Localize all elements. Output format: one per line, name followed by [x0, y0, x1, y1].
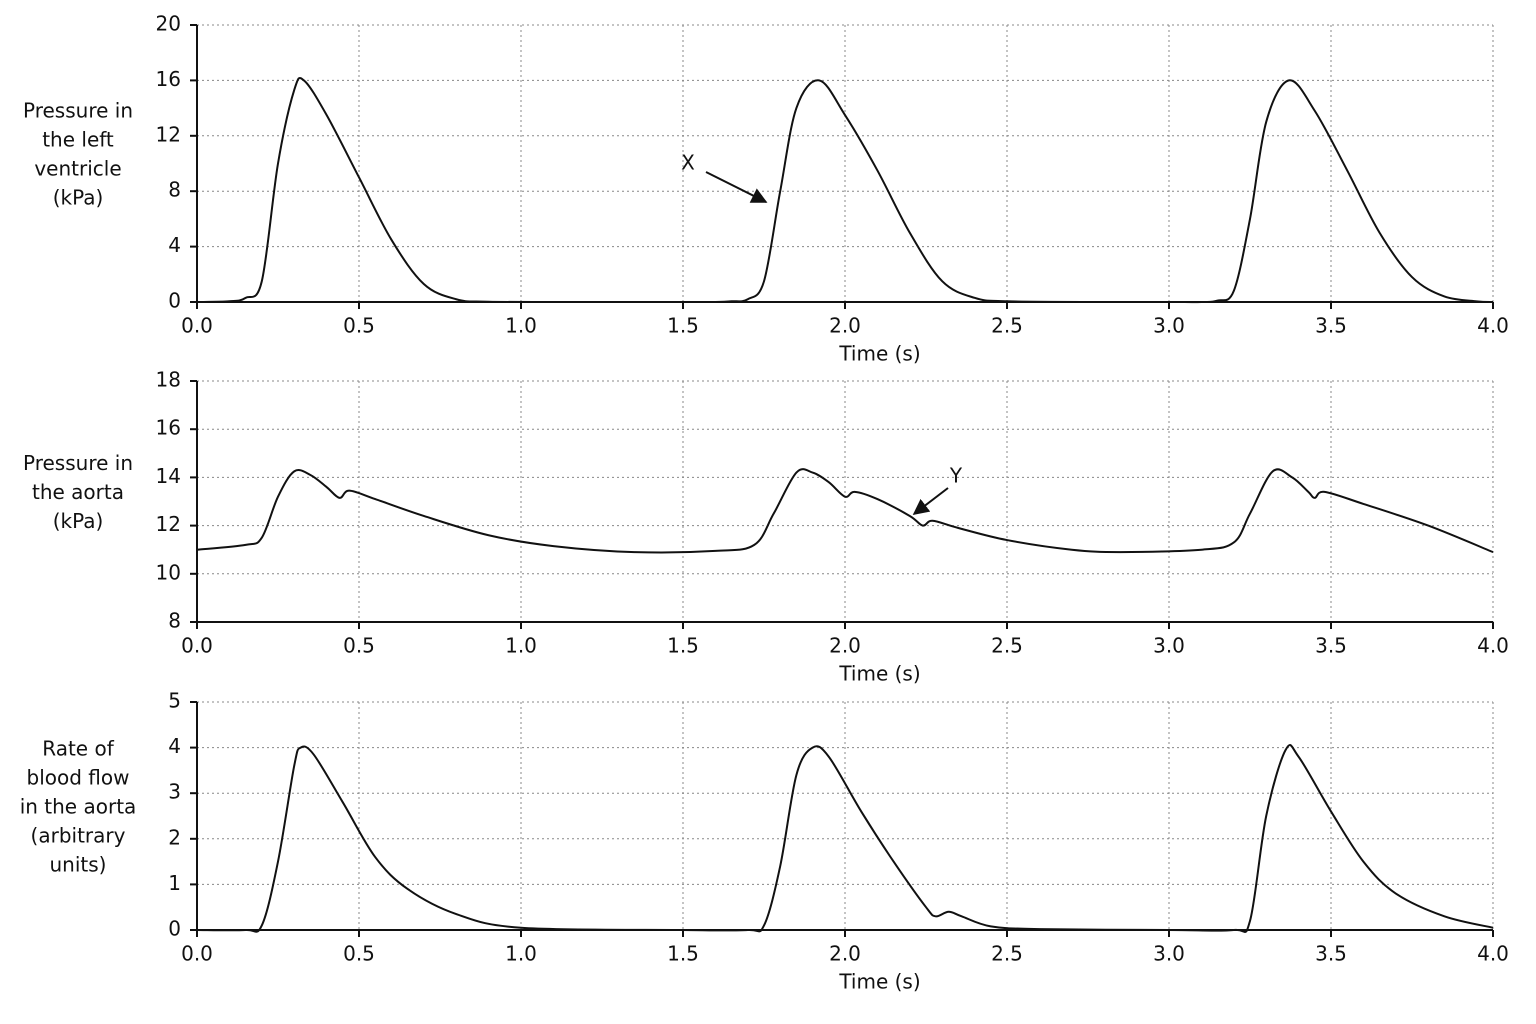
annotation-arrow — [912, 487, 949, 515]
x-tick-label: 2.0 — [829, 314, 861, 338]
x-tick-label: 1.0 — [505, 634, 537, 658]
x-tick-label: 3.0 — [1153, 314, 1185, 338]
y-axis-label: (kPa) — [53, 509, 104, 533]
x-tick-label: 2.5 — [991, 942, 1023, 966]
x-tick-label: 3.5 — [1315, 634, 1347, 658]
x-tick-label: 3.0 — [1153, 942, 1185, 966]
x-tick-label: 3.5 — [1315, 942, 1347, 966]
x-axis-label: Time (s) — [838, 662, 920, 686]
x-axis-label: Time (s) — [838, 342, 920, 366]
x-tick-label: 3.5 — [1315, 314, 1347, 338]
x-tick-label: 0.0 — [181, 942, 213, 966]
y-tick-label: 4 — [168, 233, 181, 257]
y-tick-label: 12 — [156, 512, 181, 536]
x-tick-label: 4.0 — [1477, 634, 1509, 658]
y-axis-label: in the aorta — [20, 795, 137, 819]
x-tick-label: 0.0 — [181, 634, 213, 658]
x-tick-label: 1.0 — [505, 314, 537, 338]
y-tick-label: 20 — [156, 12, 181, 36]
x-tick-label: 4.0 — [1477, 314, 1509, 338]
y-tick-label: 10 — [156, 560, 181, 584]
data-line — [196, 743, 1494, 933]
y-axis-label: (kPa) — [53, 186, 104, 210]
annotation-arrow — [705, 171, 768, 203]
data-line — [196, 468, 1494, 554]
y-tick-label: 18 — [156, 368, 181, 392]
y-tick-label: 0 — [168, 917, 181, 941]
y-axis-label: Pressure in — [23, 451, 133, 475]
x-tick-label: 1.5 — [667, 634, 699, 658]
y-axis-label: Rate of — [42, 737, 114, 761]
y-tick-label: 14 — [156, 464, 181, 488]
x-axis-label: Time (s) — [838, 970, 920, 994]
y-axis-label: units) — [50, 853, 107, 877]
y-tick-label: 0 — [168, 289, 181, 313]
y-tick-label: 1 — [168, 871, 181, 895]
x-tick-label: 1.5 — [667, 942, 699, 966]
x-tick-label: 1.0 — [505, 942, 537, 966]
annotation: X — [681, 151, 695, 175]
x-tick-label: 4.0 — [1477, 942, 1509, 966]
y-tick-label: 3 — [168, 780, 181, 804]
y-axis-label: the left — [42, 128, 114, 152]
x-tick-label: 0.0 — [181, 314, 213, 338]
y-axis-label: Pressure in — [23, 99, 133, 123]
y-axis-label: (arbitrary — [31, 824, 126, 848]
data-line — [196, 76, 1494, 304]
y-tick-label: 12 — [156, 122, 181, 146]
x-tick-label: 2.0 — [829, 942, 861, 966]
y-tick-label: 16 — [156, 416, 181, 440]
y-tick-label: 8 — [168, 178, 181, 202]
y-axis-label: ventricle — [34, 157, 121, 181]
y-tick-label: 4 — [168, 734, 181, 758]
x-tick-label: 3.0 — [1153, 634, 1185, 658]
x-tick-label: 0.5 — [343, 634, 375, 658]
y-axis-label: the aorta — [32, 480, 124, 504]
x-tick-label: 0.5 — [343, 942, 375, 966]
y-tick-label: 2 — [168, 825, 181, 849]
x-tick-label: 2.0 — [829, 634, 861, 658]
y-tick-label: 5 — [168, 689, 181, 713]
annotation: Y — [949, 464, 963, 488]
x-tick-label: 0.5 — [343, 314, 375, 338]
x-tick-label: 2.5 — [991, 634, 1023, 658]
y-tick-label: 8 — [168, 609, 181, 633]
x-tick-label: 1.5 — [667, 314, 699, 338]
y-axis-label: blood flow — [27, 766, 130, 790]
y-tick-label: 16 — [156, 67, 181, 91]
x-tick-label: 2.5 — [991, 314, 1023, 338]
